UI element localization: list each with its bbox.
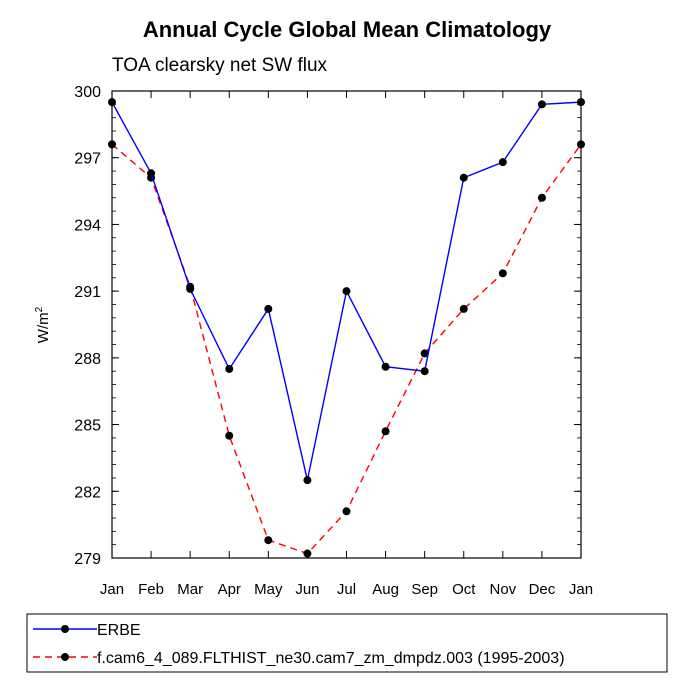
data-point bbox=[225, 364, 234, 373]
legend-item: f.cam6_4_089.FLTHIST_ne30.cam7_zm_dmpdz.… bbox=[33, 650, 565, 667]
y-axis-label: W/m2 bbox=[34, 306, 52, 343]
x-tick-label: Jun bbox=[295, 581, 319, 598]
y-tick-label: 294 bbox=[74, 217, 101, 234]
data-point bbox=[342, 507, 351, 516]
x-tick-label: Jan bbox=[569, 581, 593, 598]
legend-box bbox=[26, 613, 668, 673]
x-tick-label: Jan bbox=[100, 581, 124, 598]
svg-text:W/m2: W/m2 bbox=[34, 306, 52, 343]
y-axis: 279 282 285 288 291 294 297 300 bbox=[74, 84, 581, 568]
x-tick-label: Dec bbox=[529, 581, 556, 598]
data-point bbox=[303, 549, 312, 558]
data-point bbox=[264, 304, 273, 313]
data-point bbox=[537, 193, 546, 202]
data-point bbox=[342, 287, 351, 296]
data-point bbox=[225, 431, 234, 440]
data-point bbox=[577, 140, 585, 149]
x-tick-label: Nov bbox=[489, 581, 516, 598]
data-point bbox=[303, 476, 312, 485]
data-point bbox=[108, 98, 116, 107]
series-line bbox=[111, 143, 582, 555]
x-tick-label: Jul bbox=[337, 581, 356, 598]
x-tick-label: Sep bbox=[411, 581, 438, 598]
data-point bbox=[498, 158, 507, 167]
data-point bbox=[186, 284, 195, 293]
legend-marker bbox=[61, 625, 69, 633]
legend-label: ERBE bbox=[97, 622, 141, 639]
data-point bbox=[577, 98, 585, 107]
data-point bbox=[420, 349, 429, 358]
series-layer bbox=[108, 98, 585, 558]
data-point bbox=[381, 362, 390, 371]
y-tick-label: 300 bbox=[74, 84, 101, 101]
y-tick-label: 297 bbox=[74, 151, 101, 168]
data-point bbox=[459, 173, 468, 182]
series-model bbox=[108, 140, 585, 558]
chart-title: Annual Cycle Global Mean Climatology bbox=[143, 17, 552, 42]
x-tick-label: Mar bbox=[177, 581, 203, 598]
data-point bbox=[381, 427, 390, 436]
y-tick-label: 291 bbox=[74, 284, 101, 301]
plot-frame bbox=[111, 90, 582, 559]
y-axis-label-superscript: 2 bbox=[34, 306, 45, 312]
y-tick-label: 288 bbox=[74, 351, 101, 368]
data-point bbox=[147, 169, 156, 178]
x-tick-label: Apr bbox=[218, 581, 241, 598]
y-tick-label: 285 bbox=[74, 418, 101, 435]
data-point bbox=[264, 536, 273, 545]
data-point bbox=[537, 100, 546, 109]
data-point bbox=[498, 269, 507, 278]
y-axis-label-text: W/m bbox=[35, 312, 52, 343]
x-tick-label: Oct bbox=[452, 581, 476, 598]
chart-subtitle: TOA clearsky net SW flux bbox=[112, 55, 328, 76]
x-tick-label: Aug bbox=[372, 581, 399, 598]
legend-item: ERBE bbox=[33, 622, 141, 639]
data-point bbox=[420, 367, 429, 376]
x-tick-label: Feb bbox=[138, 581, 164, 598]
legend-label: f.cam6_4_089.FLTHIST_ne30.cam7_zm_dmpdz.… bbox=[97, 650, 565, 667]
legend-marker bbox=[61, 653, 69, 661]
data-point bbox=[108, 140, 116, 149]
series-erbe bbox=[108, 98, 585, 485]
data-point bbox=[459, 304, 468, 313]
y-tick-label: 282 bbox=[74, 484, 101, 501]
x-axis: Jan Feb Mar Apr May Jun Jul Aug Sep Oct Nov Dec Jan bbox=[100, 91, 593, 598]
y-tick-label: 279 bbox=[74, 551, 101, 568]
x-tick-label: May bbox=[254, 581, 283, 598]
legend: ERBE f.cam6_4_089.FLTHIST_ne30.cam7_zm_dm… bbox=[26, 613, 668, 673]
